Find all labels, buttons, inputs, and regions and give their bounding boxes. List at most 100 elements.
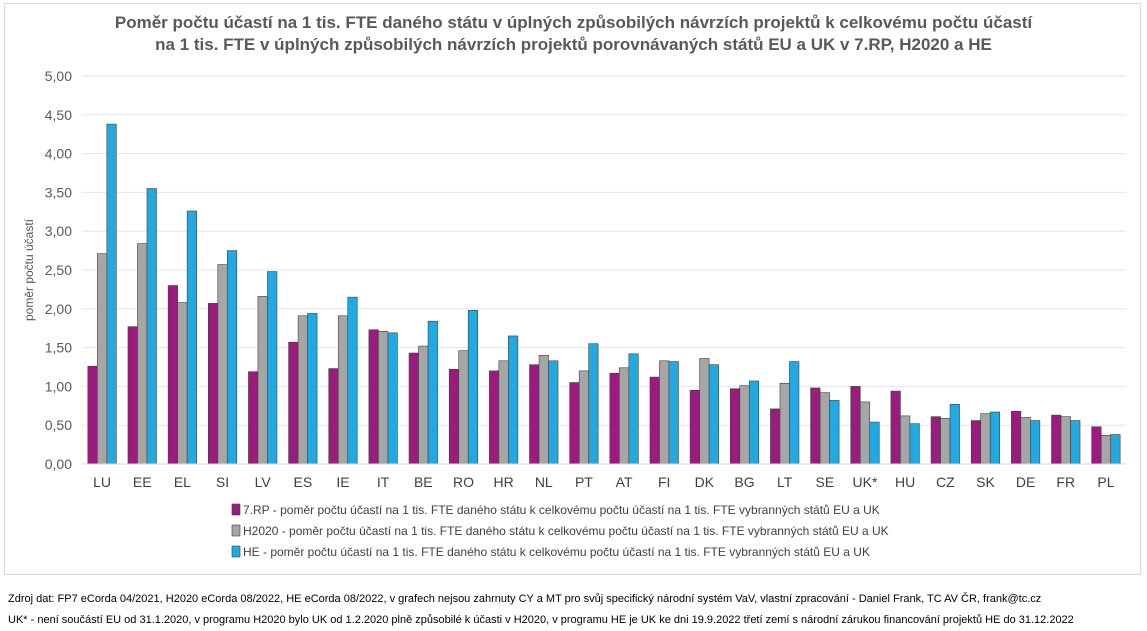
- bar-it-3: [387, 332, 398, 465]
- x-tick-label: SE: [816, 474, 835, 490]
- legend-swatch: [231, 545, 241, 558]
- bar-uk-3: [869, 421, 880, 465]
- bar-bg-2: [739, 385, 750, 465]
- y-tick-label: 5,00: [45, 68, 72, 84]
- bars: [87, 123, 1121, 465]
- bar-fr-2: [1060, 416, 1071, 465]
- bar-hu-1: [890, 390, 901, 465]
- bar-at-1: [609, 372, 620, 465]
- bar-ie-2: [337, 315, 349, 465]
- bar-bg-1: [729, 388, 741, 465]
- y-tick-label: 0,00: [45, 456, 72, 472]
- y-tick-label: 3,00: [45, 223, 72, 239]
- bar-be-2: [418, 345, 429, 465]
- bar-sk-2: [980, 413, 991, 465]
- x-tick-label: PL: [1097, 474, 1114, 490]
- bar-pt-1: [569, 382, 580, 465]
- bar-se-3: [829, 400, 840, 465]
- x-tick-label: IT: [377, 474, 390, 490]
- bar-lu-3: [106, 123, 117, 465]
- x-axis-labels: LU EE EL SI LV ES IE IT BE RO HR NL PT AT FI DK BG LT SE UK…: [93, 474, 1115, 490]
- bar-hu-3: [909, 423, 920, 465]
- bar-ee-2: [137, 243, 148, 465]
- bar-cz-3: [949, 403, 960, 465]
- x-tick-label: CZ: [936, 474, 955, 490]
- bar-it-1: [368, 329, 379, 465]
- x-tick-label: FI: [658, 474, 670, 490]
- bar-si-1: [207, 303, 219, 465]
- x-tick-label: LT: [777, 474, 793, 490]
- chart-title-line-2: na 1 tis. FTE v úplných způsobilých návr…: [155, 35, 992, 54]
- uk-note: UK* - není součástí EU od 31.1.2020, v p…: [8, 614, 1074, 626]
- bar-lv-3: [267, 271, 278, 465]
- legend-entry: HE - poměr počtu účastí na 1 tis. FTE da…: [243, 545, 870, 559]
- x-tick-label: SK: [976, 474, 995, 490]
- bar-hr-2: [498, 360, 509, 465]
- legend-entry: H2020 - poměr počtu účastí na 1 tis. FTE…: [243, 524, 889, 538]
- bar-dk-2: [699, 358, 710, 465]
- bar-pl-1: [1091, 426, 1102, 465]
- bar-de-3: [1030, 420, 1041, 465]
- chart-title-line-1: Poměr počtu účastí na 1 tis. FTE daného …: [114, 13, 1033, 32]
- x-tick-label: PT: [575, 474, 593, 490]
- grid-lines: [82, 75, 1126, 426]
- chart-title: Poměr počtu účastí na 1 tis. FTE daného …: [0, 12, 1147, 56]
- bar-fi-2: [659, 360, 670, 465]
- bar-lv-2: [257, 296, 268, 465]
- bar-nl-1: [529, 364, 540, 465]
- bar-si-3: [226, 250, 238, 465]
- x-tick-label: UK*: [853, 474, 878, 490]
- bar-uk-1: [850, 386, 861, 465]
- bar-ro-3: [467, 310, 479, 465]
- bar-se-2: [819, 392, 830, 465]
- y-tick-label: 2,00: [45, 301, 72, 317]
- bar-el-1: [167, 285, 178, 465]
- y-axis-label: poměr počtu účastí: [22, 218, 36, 321]
- bar-nl-2: [538, 355, 549, 465]
- bar-at-3: [628, 353, 639, 465]
- bar-ie-3: [347, 296, 358, 465]
- y-tick-label: 3,50: [45, 184, 72, 200]
- bar-es-1: [288, 341, 299, 465]
- bar-de-2: [1020, 417, 1031, 465]
- bar-pt-3: [588, 343, 599, 465]
- x-tick-label: LU: [93, 474, 111, 490]
- chart-frame: [4, 3, 1141, 575]
- bar-lv-1: [248, 371, 259, 465]
- bar-pl-3: [1110, 434, 1121, 465]
- legend-swatch: [231, 503, 241, 516]
- y-tick-label: 4,00: [45, 146, 72, 162]
- x-tick-label: EL: [174, 474, 191, 490]
- x-tick-label: HR: [493, 474, 513, 490]
- x-tick-label: SI: [216, 474, 229, 490]
- y-tick-label: 1,50: [45, 340, 72, 356]
- bar-dk-1: [689, 389, 700, 465]
- bar-chart: 0,00 0,50 1,00 1,50 2,00 2,50 3,00 3,50 4,00 4,50…: [22, 68, 1126, 559]
- bar-nl-3: [548, 360, 559, 465]
- bar-ro-2: [458, 350, 469, 465]
- y-tick-label: 4,50: [45, 107, 72, 123]
- x-tick-label: ES: [294, 474, 313, 490]
- x-tick-label: DK: [695, 474, 715, 490]
- bar-el-2: [177, 302, 188, 465]
- bar-cz-2: [940, 417, 951, 465]
- bar-pl-2: [1100, 434, 1111, 465]
- x-tick-label: RO: [453, 474, 474, 490]
- legend: 7.RP - poměr počtu účastí na 1 tis. FTE …: [231, 503, 889, 559]
- bar-ie-1: [328, 368, 339, 465]
- bar-fr-3: [1070, 420, 1081, 465]
- bar-be-1: [408, 352, 419, 465]
- bar-be-3: [427, 320, 438, 465]
- x-tick-label: HU: [895, 474, 915, 490]
- bar-sk-1: [970, 420, 982, 465]
- y-tick-label: 0,50: [45, 417, 72, 433]
- bar-dk-3: [708, 364, 719, 465]
- bar-lt-3: [789, 361, 800, 465]
- bar-pt-2: [578, 370, 589, 465]
- y-tick-label: 2,50: [45, 262, 72, 278]
- bar-sk-3: [989, 411, 1001, 465]
- legend-entry: 7.RP - poměr počtu účastí na 1 tis. FTE …: [243, 503, 880, 517]
- bar-fi-1: [649, 376, 660, 465]
- bar-se-1: [810, 387, 821, 465]
- bar-ee-3: [146, 188, 157, 465]
